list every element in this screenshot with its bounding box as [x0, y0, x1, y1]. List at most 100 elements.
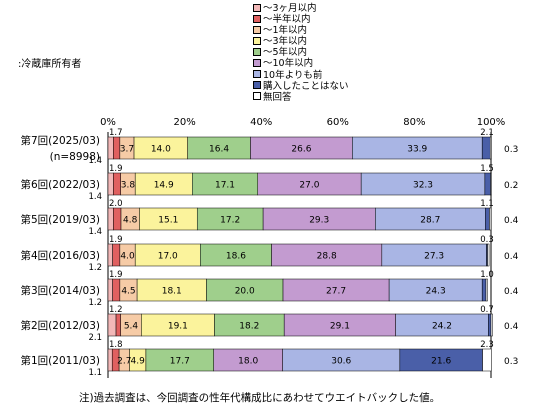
data-label: 4.0	[120, 252, 135, 262]
legend-swatch	[253, 3, 261, 12]
data-label: 4.5	[121, 287, 135, 297]
data-label: 1.2	[88, 298, 102, 308]
data-label: 1.1	[480, 199, 494, 209]
bar-segment	[112, 243, 121, 267]
legend-swatch	[253, 92, 261, 101]
legend-label: 無回答	[263, 91, 292, 103]
legend-swatch	[253, 58, 261, 67]
data-label: 4.9	[131, 357, 146, 367]
data-label: 5.4	[124, 322, 139, 332]
data-label: 1.7	[109, 128, 123, 138]
x-tick-label: 100%	[477, 117, 506, 128]
legend-item: 購入したことはない	[253, 81, 349, 92]
category-label: 第1回(2011/03)	[21, 354, 101, 367]
bar-segment	[487, 243, 490, 267]
legend-item: ～1年以内	[253, 25, 349, 36]
chart-subtitle: :冷蔵庫所有者	[18, 59, 82, 70]
data-label: 24.3	[426, 287, 446, 297]
bar-segment	[107, 172, 114, 196]
legend-label: ～3年以内	[263, 36, 308, 48]
bar-segment	[481, 136, 491, 160]
category-label: 第5回(2019/03)	[21, 213, 101, 226]
legend-item: ～10年以内	[253, 58, 349, 69]
legend-swatch	[253, 25, 261, 34]
legend-label: 10年よりも前	[263, 69, 323, 81]
bar-segment	[107, 136, 114, 160]
data-label: 1.9	[109, 235, 123, 245]
data-label: 29.3	[309, 216, 329, 226]
bar-segment	[115, 313, 121, 337]
data-label: 1.5	[480, 164, 494, 174]
data-label: 0.4	[504, 322, 519, 332]
legend-swatch	[253, 36, 261, 45]
category-label: 第7回(2025/03)	[21, 134, 101, 147]
data-label: 20.0	[235, 287, 255, 297]
bar-segment	[112, 278, 121, 302]
bar-segment	[107, 348, 113, 372]
data-label: 18.6	[226, 252, 246, 262]
legend-label: ～5年以内	[263, 47, 308, 59]
bar-segment	[107, 243, 113, 267]
data-label: 2.1	[480, 128, 494, 138]
data-label: 28.7	[420, 216, 440, 226]
data-label: 14.9	[154, 181, 174, 191]
data-label: 33.9	[407, 145, 427, 155]
legend-swatch	[253, 70, 261, 79]
data-label: 2.7	[117, 357, 131, 367]
data-label: 28.8	[317, 252, 337, 262]
legend-item: ～半年以内	[253, 14, 349, 25]
data-label: 0.4	[504, 216, 519, 226]
data-label: 0.4	[504, 252, 519, 262]
bar-segment	[484, 172, 491, 196]
bar-segment	[485, 207, 490, 231]
x-tick-label: 40%	[250, 117, 272, 128]
legend-label: ～3ヶ月以内	[263, 3, 317, 14]
data-label: 1.2	[109, 305, 123, 315]
data-label: 0.3	[504, 145, 518, 155]
data-label: 18.0	[238, 357, 258, 367]
data-label: 18.2	[239, 322, 259, 332]
legend-swatch	[253, 47, 261, 56]
data-label: 27.3	[424, 252, 444, 262]
data-label: 0.2	[504, 181, 518, 191]
data-label: 21.6	[431, 357, 451, 367]
bar-segment	[490, 313, 493, 337]
data-label: 3.8	[121, 181, 136, 191]
data-label: 27.7	[326, 287, 346, 297]
bar-segment	[113, 172, 121, 196]
data-label: 1.9	[109, 270, 123, 280]
legend-label: ～10年以内	[263, 58, 314, 70]
data-label: 1.9	[109, 164, 123, 174]
data-label: 29.1	[330, 322, 350, 332]
chart-footnote: 注)過去調査は、今回調査の性年代構成比にあわせてウエイトバックした値。	[79, 392, 441, 404]
legend-swatch	[253, 14, 261, 23]
legend-swatch	[253, 81, 261, 90]
data-label: 0.3	[480, 235, 494, 245]
bar-segment	[107, 278, 113, 302]
data-label: 1.4	[88, 227, 102, 237]
category-label: 第3回(2014/03)	[21, 284, 101, 297]
data-label: 19.1	[168, 322, 188, 332]
legend-item: 無回答	[253, 92, 349, 103]
data-label: 1.1	[88, 368, 102, 378]
legend-item: ～3年以内	[253, 36, 349, 47]
legend-label: 購入したことはない	[263, 80, 349, 92]
data-label: 14.0	[151, 145, 171, 155]
legend-label: ～半年以内	[263, 14, 311, 26]
category-label: 第4回(2016/03)	[21, 249, 101, 262]
bar-segment	[113, 207, 122, 231]
data-label: 1.0	[480, 270, 494, 280]
data-label: 1.8	[109, 340, 123, 350]
data-label: 1.2	[88, 263, 102, 273]
bar-segment	[485, 278, 488, 302]
data-label: 2.1	[88, 333, 102, 343]
data-label: 32.3	[413, 181, 433, 191]
data-label: 17.7	[170, 357, 190, 367]
data-label: 30.6	[331, 357, 351, 367]
legend-item: 10年よりも前	[253, 70, 349, 81]
category-sublabel: (n=8998)	[50, 151, 100, 163]
bar-segment	[489, 207, 492, 231]
data-label: 26.6	[291, 145, 311, 155]
x-tick-label: 20%	[173, 117, 195, 128]
